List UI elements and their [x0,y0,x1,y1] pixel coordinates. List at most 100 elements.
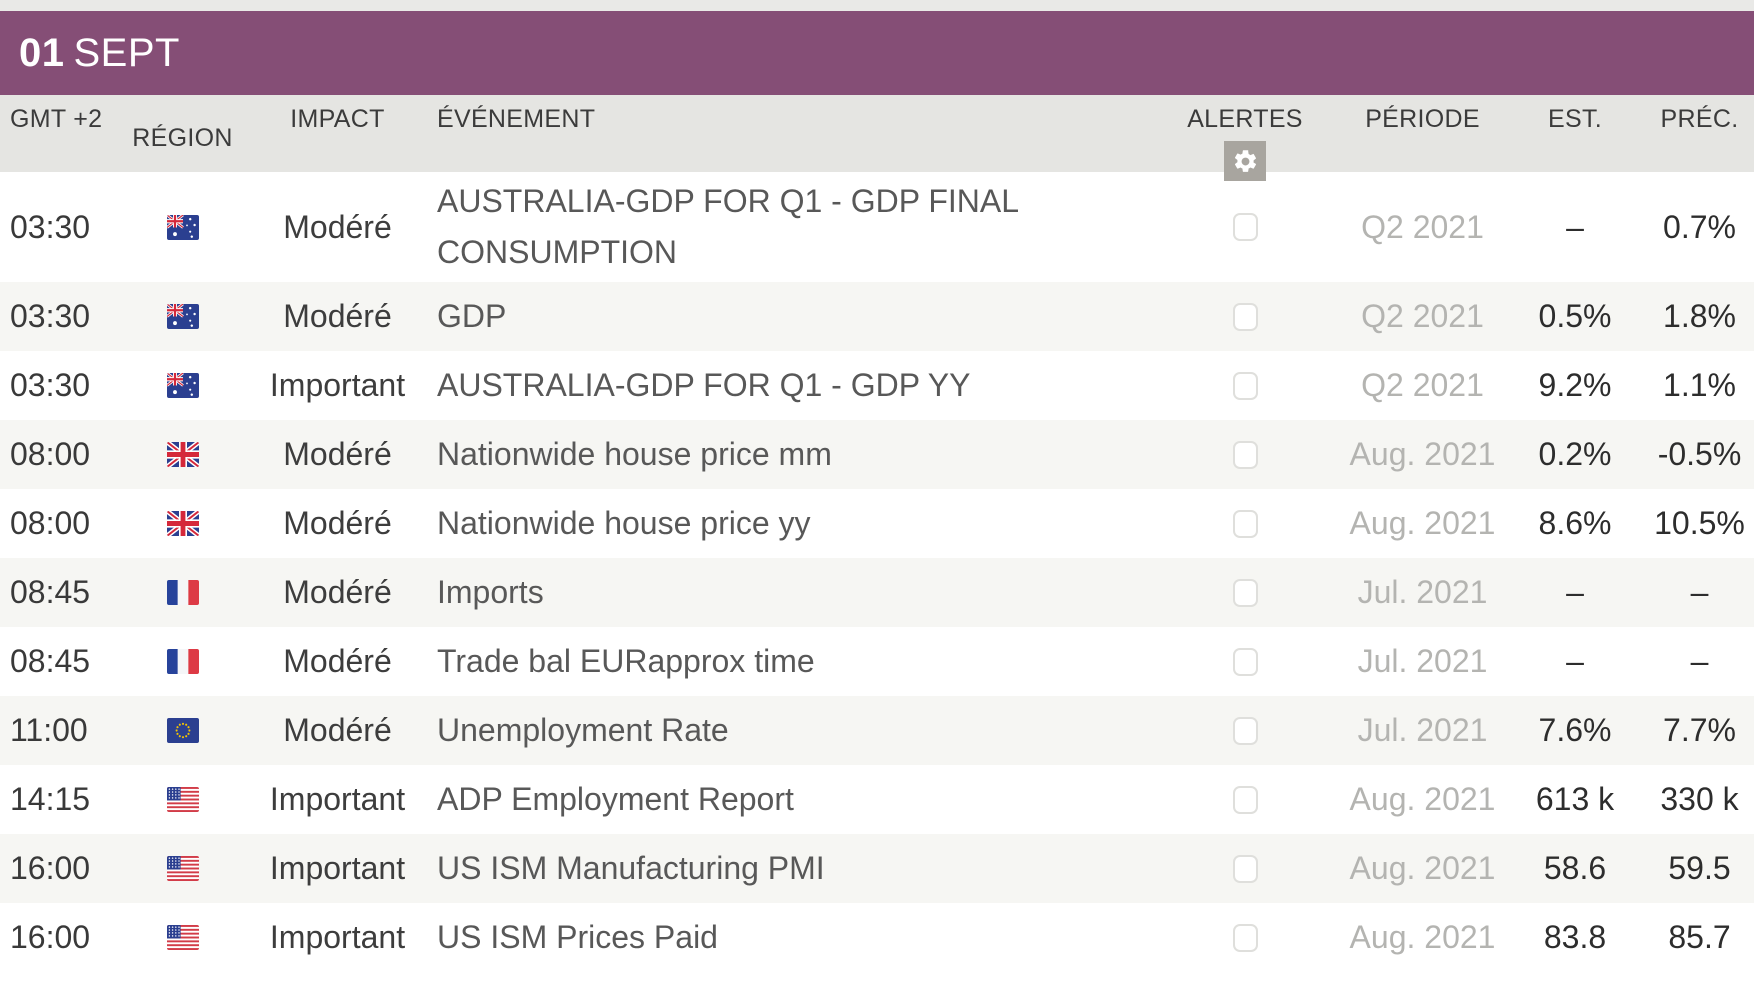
alert-cell [1150,509,1340,538]
event-name-cell[interactable]: ADP Employment Report [420,770,1150,829]
event-period: Aug. 2021 [1349,436,1496,473]
alert-checkbox[interactable] [1232,213,1258,242]
event-name-cell[interactable]: Imports [420,563,1150,622]
flag-us-icon [166,856,199,882]
event-name-cell[interactable]: AUSTRALIA-GDP FOR Q1 - GDP YY [420,356,1150,415]
col-header-impact: IMPACT [290,105,385,133]
alert-cell [1150,785,1340,814]
col-header-period: PÉRIODE [1365,105,1480,133]
event-name[interactable]: US ISM Prices Paid [437,919,718,956]
alert-cell [1150,716,1340,745]
region-cell [110,856,255,882]
event-row: 08:00 Modéré Nationwide house price yy A… [0,489,1754,559]
alert-checkbox[interactable] [1232,302,1258,331]
region-cell [110,925,255,951]
event-impact: Modéré [283,505,392,542]
region-cell [110,214,255,240]
event-name-cell[interactable]: US ISM Prices Paid [420,908,1150,967]
alert-checkbox[interactable] [1232,647,1258,676]
event-previous: -0.5% [1657,436,1742,473]
event-estimate: 613 k [1535,781,1615,818]
event-name-cell[interactable]: Nationwide house price mm [420,425,1150,484]
region-cell [110,649,255,675]
event-name-cell[interactable]: Nationwide house price yy [420,494,1150,553]
top-strip [0,0,1754,11]
event-estimate: 0.5% [1538,298,1612,335]
event-estimate: 7.6% [1538,712,1612,749]
col-header-alerts-label: ALERTES [1187,105,1303,133]
event-time: 08:45 [10,643,91,680]
event-time: 03:30 [10,298,91,335]
event-name-cell[interactable]: GDP [420,287,1150,346]
alert-checkbox[interactable] [1232,854,1258,883]
event-impact: Modéré [283,643,392,680]
event-previous: 0.7% [1663,208,1736,245]
event-row: 08:45 Modéré Imports Jul. 2021 – – [0,558,1754,628]
event-previous: – [1690,643,1709,680]
event-name[interactable]: Nationwide house price mm [437,436,832,473]
event-impact: Important [269,367,406,404]
alert-checkbox[interactable] [1232,440,1258,469]
flag-eu-icon [166,718,199,744]
event-estimate: – [1566,643,1584,680]
flag-us-icon [166,925,199,951]
alert-checkbox[interactable] [1232,578,1258,607]
event-estimate: 83.8 [1543,919,1607,956]
event-period: Jul. 2021 [1357,574,1488,611]
region-cell [110,373,255,399]
event-time: 03:30 [10,208,91,245]
event-estimate: – [1566,574,1584,611]
event-estimate: 8.6% [1538,505,1612,542]
event-impact: Important [269,781,406,818]
event-name-cell[interactable]: AUSTRALIA-GDP FOR Q1 - GDP FINAL CONSUMP… [420,172,1150,282]
alert-checkbox[interactable] [1232,509,1258,538]
event-name[interactable]: Trade bal EURapprox time [437,643,815,680]
region-cell [110,580,255,606]
alert-checkbox[interactable] [1232,716,1258,745]
col-header-estimate: EST. [1548,105,1602,133]
event-name-cell[interactable]: US ISM Manufacturing PMI [420,839,1150,898]
event-previous: – [1690,574,1709,611]
event-period: Q2 2021 [1361,208,1484,245]
event-period: Aug. 2021 [1349,505,1496,542]
banner-month: SEPT [73,30,180,75]
event-name[interactable]: ADP Employment Report [437,781,794,818]
event-name-cell[interactable]: Trade bal EURapprox time [420,632,1150,691]
alert-checkbox[interactable] [1232,371,1258,400]
event-estimate: 0.2% [1538,436,1612,473]
event-name[interactable]: Unemployment Rate [437,712,729,749]
event-time: 08:45 [10,574,91,611]
event-name[interactable]: US ISM Manufacturing PMI [437,850,825,887]
event-estimate: 58.6 [1543,850,1607,887]
alert-cell [1150,371,1340,400]
event-name[interactable]: GDP [437,298,507,335]
flag-us-icon [166,787,199,813]
event-previous: 7.7% [1663,712,1736,749]
flag-australia-icon [166,373,199,399]
event-name[interactable]: Imports [437,574,544,611]
event-name[interactable]: AUSTRALIA-GDP FOR Q1 - GDP FINAL CONSUMP… [437,183,1018,271]
event-impact: Modéré [283,436,392,473]
event-name[interactable]: AUSTRALIA-GDP FOR Q1 - GDP YY [437,367,971,404]
event-period: Q2 2021 [1361,298,1484,335]
alert-cell [1150,923,1340,952]
alerts-settings-button[interactable] [1224,141,1266,181]
event-time: 08:00 [10,436,91,473]
col-header-gmt: GMT +2 [10,105,103,133]
event-name[interactable]: Nationwide house price yy [437,505,811,542]
col-header-event: ÉVÉNEMENT [437,105,596,133]
day-banner: 01 SEPT [0,11,1754,95]
event-time: 16:00 [10,850,91,887]
event-row: 14:15 Important ADP Employment Report Au… [0,765,1754,835]
event-previous: 85.7 [1668,919,1731,956]
event-previous: 10.5% [1654,505,1745,542]
event-row: 11:00 Modéré Unemployment Rate Jul. 2021… [0,696,1754,766]
event-row: 16:00 Important US ISM Manufacturing PMI… [0,834,1754,904]
alert-checkbox[interactable] [1232,785,1258,814]
events-table-body: 03:30 Modéré AUSTRALIA-GDP FOR Q1 - GDP … [0,172,1754,973]
event-previous: 330 k [1660,781,1739,818]
alert-checkbox[interactable] [1232,923,1258,952]
event-impact: Modéré [283,298,392,335]
event-name-cell[interactable]: Unemployment Rate [420,701,1150,760]
